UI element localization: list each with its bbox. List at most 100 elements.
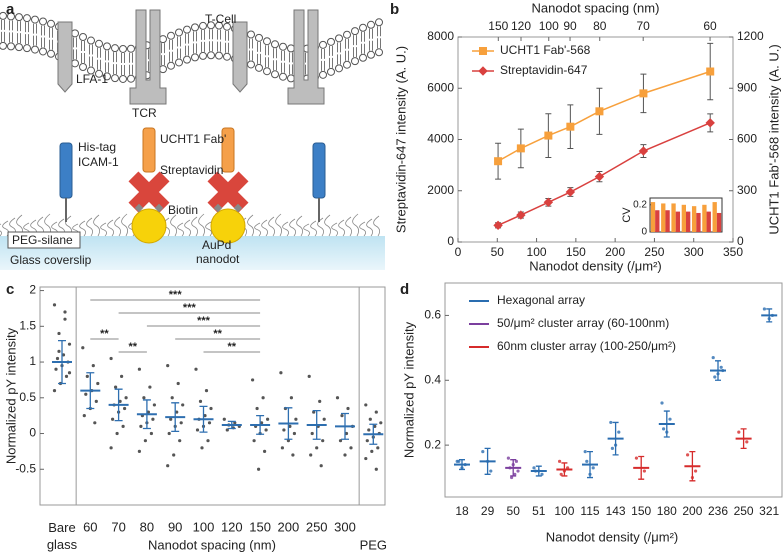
peg-chain [191, 216, 198, 237]
inset-bar [661, 203, 666, 232]
peg-chain [205, 221, 212, 237]
significance-label: ** [128, 341, 137, 353]
data-point [52, 389, 57, 393]
marker [479, 47, 487, 55]
streptavidin [128, 171, 170, 213]
data-point [115, 431, 119, 436]
lipid-head [271, 40, 279, 49]
data-point [179, 421, 183, 425]
x2-tick-label: 70 [637, 19, 651, 33]
x-tick-label: 200 [682, 504, 702, 518]
data-point [540, 472, 544, 476]
x-tick-label-box: Bare glass [47, 520, 77, 552]
data-point [289, 396, 293, 400]
y2-tick-label: 600 [737, 132, 757, 146]
data-point [346, 406, 350, 411]
data-point [349, 446, 353, 450]
y-tick-label: -0.5 [15, 461, 36, 475]
lipid-tail [129, 52, 133, 75]
data-point [321, 439, 325, 443]
lipid-head [255, 33, 263, 42]
significance-label: ** [100, 328, 109, 340]
diagram-label: PEG-silane [12, 233, 73, 247]
lipid-head [119, 44, 127, 53]
lipid-head [79, 62, 87, 71]
lipid-head [95, 39, 103, 48]
y2-tick-label: 0 [737, 234, 744, 248]
peg-chain [107, 219, 114, 237]
y2-tick-label: 1200 [737, 29, 764, 43]
x-tick-label: 50 [491, 245, 505, 259]
lipid-tail [369, 28, 373, 51]
data-point [61, 353, 66, 357]
x-tick-label: 90 [168, 519, 182, 534]
data-point [609, 420, 613, 425]
data-point [370, 449, 374, 453]
data-point [252, 439, 256, 443]
data-point [91, 364, 95, 368]
marker [594, 171, 605, 182]
peg-chain [114, 216, 121, 237]
lipid-head [191, 53, 199, 62]
data-point [109, 356, 113, 361]
marker [595, 107, 604, 116]
peg-chain [268, 216, 275, 237]
lipid-head [215, 21, 223, 30]
y2-tick-label: 300 [737, 183, 757, 197]
inset-bar [696, 212, 701, 232]
lipid-tail [377, 26, 381, 49]
data-point [510, 475, 514, 480]
lipid-head [287, 44, 295, 53]
marker [516, 144, 525, 153]
peg-chain [121, 213, 128, 237]
lipid-head [167, 31, 175, 40]
data-point [222, 417, 226, 421]
peg-chain [184, 219, 191, 237]
y-tick-label: 1 [29, 354, 36, 368]
x2-tick-label: 150 [488, 19, 508, 33]
series-line [497, 70, 711, 162]
lipid-tail [337, 42, 341, 65]
inset-bar [681, 204, 686, 232]
icam [312, 142, 326, 199]
y-axis-label: Normalized pY intensity [3, 327, 18, 464]
data-point [762, 307, 767, 311]
data-point [365, 439, 369, 443]
diagram-label: T-Cell [205, 12, 236, 26]
x-axis-label: Nanodot spacing (nm) [148, 537, 276, 552]
lipid-head [271, 70, 279, 79]
biotin [233, 203, 243, 213]
data-point [55, 356, 60, 361]
diagram-label: Streptavidin [160, 163, 223, 177]
data-point [137, 449, 141, 453]
lipid-head [127, 44, 135, 53]
data-point [266, 417, 270, 421]
lipid-head [343, 30, 351, 39]
data-point [694, 469, 698, 473]
y-axis-label: Normalized pY intensity [401, 321, 416, 458]
x-tick-label: 51 [532, 504, 546, 518]
inset-bar [706, 211, 711, 232]
data-point [109, 446, 113, 450]
lipid-tail [225, 30, 229, 53]
peg-chain [289, 218, 296, 237]
peg-chain [296, 215, 303, 237]
panel-label: a [6, 1, 15, 18]
data-point [513, 472, 517, 476]
lipid-head [39, 17, 47, 26]
x2-axis-label: Nanodot spacing (nm) [532, 0, 660, 15]
diagram-label: LFA-1 [76, 72, 108, 86]
peg-chain [282, 221, 289, 237]
fab [221, 127, 235, 173]
lipid-head [103, 42, 111, 51]
data-point [263, 449, 267, 453]
data-point [52, 303, 57, 307]
marker [705, 118, 715, 128]
y-tick-label: 0 [447, 234, 454, 248]
lipid-tail [193, 31, 197, 54]
data-point [169, 417, 173, 421]
tcr-receptor [129, 9, 167, 105]
data-point [166, 464, 170, 468]
x2-tick-label: 60 [703, 19, 717, 33]
